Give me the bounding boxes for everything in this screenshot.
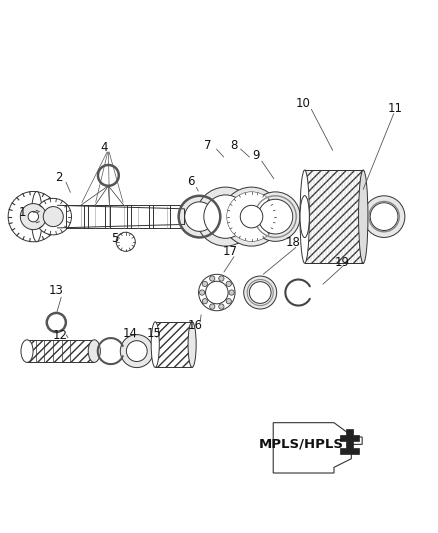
Text: 11: 11 (387, 102, 402, 115)
Text: 15: 15 (146, 327, 161, 340)
Bar (66, 207, 84, 227)
Ellipse shape (300, 170, 309, 263)
Circle shape (120, 335, 153, 368)
Bar (110, 207, 127, 227)
Polygon shape (339, 429, 359, 454)
Text: 1: 1 (19, 206, 27, 219)
Bar (305, 170, 363, 263)
Ellipse shape (88, 340, 100, 362)
Circle shape (229, 290, 234, 295)
Circle shape (222, 187, 281, 246)
Text: 6: 6 (187, 175, 194, 188)
Circle shape (43, 207, 64, 227)
Circle shape (210, 276, 215, 281)
Circle shape (199, 290, 205, 295)
Circle shape (198, 274, 235, 311)
Bar (131, 207, 149, 227)
Circle shape (240, 205, 263, 228)
Circle shape (20, 204, 46, 230)
Circle shape (251, 192, 300, 241)
Circle shape (219, 304, 224, 309)
Text: 17: 17 (223, 245, 237, 258)
Text: 16: 16 (187, 319, 203, 332)
Circle shape (116, 232, 135, 252)
Circle shape (185, 202, 214, 231)
Circle shape (370, 203, 398, 230)
Circle shape (226, 298, 231, 304)
Text: 13: 13 (49, 284, 64, 297)
Ellipse shape (188, 322, 196, 367)
Circle shape (219, 276, 224, 281)
Circle shape (28, 212, 39, 222)
Bar (58, 205, 184, 228)
Ellipse shape (21, 340, 33, 362)
Text: 18: 18 (285, 236, 300, 249)
Circle shape (35, 198, 71, 235)
Circle shape (205, 281, 228, 304)
Circle shape (244, 276, 277, 309)
Circle shape (204, 195, 247, 238)
Text: 2: 2 (55, 171, 62, 184)
Bar (88, 207, 105, 227)
Text: 9: 9 (252, 149, 260, 163)
Text: 14: 14 (123, 327, 138, 340)
Circle shape (127, 341, 147, 361)
Text: 19: 19 (335, 256, 350, 269)
Text: 12: 12 (53, 329, 68, 342)
Bar (155, 322, 192, 367)
Circle shape (210, 304, 215, 309)
Circle shape (227, 192, 276, 241)
Ellipse shape (151, 322, 159, 367)
Ellipse shape (359, 170, 368, 263)
Text: 4: 4 (100, 141, 108, 154)
Bar (27, 340, 94, 362)
Text: 5: 5 (111, 232, 119, 245)
Circle shape (179, 196, 220, 237)
Circle shape (202, 281, 208, 287)
Circle shape (226, 281, 231, 287)
Text: 8: 8 (230, 139, 238, 151)
Polygon shape (273, 423, 362, 473)
Text: 10: 10 (296, 98, 311, 110)
Text: 7: 7 (205, 139, 212, 151)
Circle shape (196, 187, 255, 246)
Circle shape (249, 281, 271, 303)
Ellipse shape (300, 196, 309, 238)
Circle shape (8, 191, 59, 242)
Text: MPLS/HPLS: MPLS/HPLS (259, 438, 344, 451)
Bar (153, 207, 170, 227)
Ellipse shape (32, 191, 42, 242)
Circle shape (202, 298, 208, 304)
Circle shape (363, 196, 405, 237)
Circle shape (258, 199, 293, 234)
